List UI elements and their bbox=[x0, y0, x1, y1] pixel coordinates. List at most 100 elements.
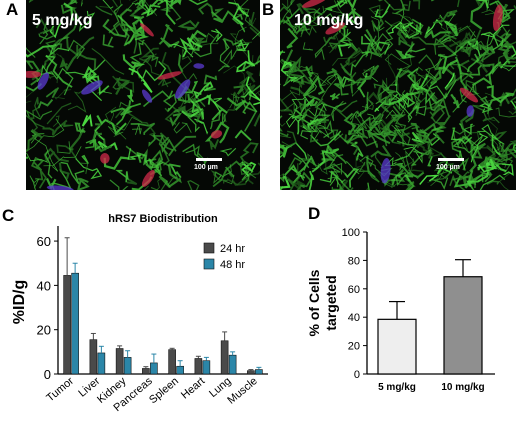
fiber-mark bbox=[319, 73, 337, 87]
fiber-mark bbox=[322, 5, 353, 24]
fiber-mark bbox=[46, 178, 57, 190]
fiber-mark bbox=[67, 86, 89, 113]
fiber-mark bbox=[183, 97, 205, 121]
fiber-mark bbox=[280, 132, 289, 138]
fiber-mark bbox=[232, 162, 260, 186]
fiber-mark bbox=[345, 7, 361, 25]
fiber-mark bbox=[400, 15, 423, 33]
fiber-mark bbox=[245, 76, 260, 106]
fiber-mark bbox=[432, 9, 458, 24]
fiber-mark bbox=[370, 145, 393, 158]
fiber-mark bbox=[75, 158, 103, 180]
bar-5mgkg bbox=[377, 318, 417, 375]
fiber-mark bbox=[173, 105, 191, 118]
fiber-mark bbox=[58, 141, 71, 154]
fiber-mark bbox=[112, 0, 119, 8]
fiber-mark bbox=[63, 2, 75, 21]
fiber-mark bbox=[415, 105, 427, 116]
fiber-mark bbox=[469, 174, 506, 190]
fiber-mark bbox=[381, 113, 406, 132]
fiber-mark bbox=[395, 49, 416, 60]
fiber-mark bbox=[327, 163, 343, 180]
fiber-mark bbox=[481, 52, 494, 63]
y-tick-label-c: 60 bbox=[37, 234, 51, 249]
fiber-mark bbox=[396, 131, 418, 155]
stain-spot bbox=[141, 169, 155, 187]
fiber-mark bbox=[28, 0, 34, 3]
cells-targeted-chart: 0 20 40 60 80 100 % of Cellstargeted 5 mg/kg 10 … bbox=[306, 227, 495, 393]
fiber-mark bbox=[169, 0, 182, 7]
fiber-mark bbox=[298, 102, 309, 124]
micrograph-image-b bbox=[280, 0, 516, 190]
fiber-mark bbox=[168, 135, 197, 157]
fiber-mark bbox=[370, 33, 394, 58]
fiber-mark bbox=[497, 52, 513, 68]
x-tick-label-c: Muscle bbox=[225, 375, 259, 407]
bar-10mgkg bbox=[443, 276, 483, 375]
fiber-mark bbox=[150, 134, 174, 155]
fiber-mark bbox=[427, 156, 433, 167]
fiber-mark bbox=[194, 37, 208, 45]
fiber-mark bbox=[377, 115, 393, 132]
fiber-mark bbox=[466, 53, 480, 73]
fiber-mark bbox=[333, 0, 346, 21]
fiber-mark bbox=[513, 4, 516, 11]
fiber-mark bbox=[150, 180, 171, 190]
fiber-mark bbox=[115, 77, 131, 96]
bar-48hr-heart bbox=[202, 360, 211, 375]
fiber-mark bbox=[483, 0, 490, 11]
fiber-mark bbox=[482, 33, 495, 55]
fiber-mark bbox=[399, 158, 414, 169]
fiber-mark bbox=[367, 182, 377, 190]
fiber-mark bbox=[281, 76, 304, 101]
fiber-mark bbox=[500, 143, 516, 159]
fiber-mark bbox=[125, 0, 143, 12]
fiber-mark bbox=[333, 83, 349, 96]
fiber-mark bbox=[374, 99, 394, 113]
fiber-mark bbox=[158, 23, 174, 45]
fiber-mark bbox=[37, 98, 54, 109]
fiber-mark bbox=[210, 169, 228, 182]
fiber-mark bbox=[400, 124, 421, 145]
fiber-mark bbox=[291, 96, 312, 118]
fiber-mark bbox=[456, 135, 477, 173]
fiber-mark bbox=[439, 53, 448, 60]
fiber-mark bbox=[305, 66, 314, 78]
fiber-mark bbox=[406, 67, 419, 89]
fiber-mark bbox=[65, 59, 106, 76]
bar-24hr-pancreas bbox=[142, 368, 150, 375]
y-tick-label-c: 20 bbox=[37, 323, 51, 338]
fiber-mark bbox=[470, 55, 489, 74]
fiber-mark bbox=[29, 106, 40, 133]
fiber-mark bbox=[233, 0, 245, 16]
fiber-mark bbox=[415, 132, 439, 144]
fiber-mark bbox=[157, 0, 167, 6]
fiber-mark bbox=[193, 33, 220, 58]
fiber-mark bbox=[375, 85, 390, 106]
fiber-mark bbox=[493, 150, 513, 166]
fiber-mark bbox=[317, 158, 328, 175]
fiber-mark bbox=[401, 84, 438, 100]
fiber-mark bbox=[504, 140, 516, 169]
y-axis-title-line2: targeted bbox=[323, 275, 339, 330]
fiber-mark bbox=[441, 23, 458, 40]
fiber-mark bbox=[150, 0, 164, 8]
bar-48hr-liver bbox=[97, 352, 106, 375]
fiber-mark bbox=[471, 61, 502, 87]
panel-letter-a: A bbox=[6, 0, 19, 19]
fiber-mark bbox=[102, 18, 129, 38]
fiber-mark bbox=[398, 37, 414, 53]
fiber-mark bbox=[97, 90, 112, 94]
fiber-mark bbox=[60, 0, 78, 15]
fiber-mark bbox=[113, 116, 143, 140]
fiber-mark bbox=[361, 33, 375, 45]
fiber-mark bbox=[501, 142, 516, 157]
fiber-mark bbox=[444, 72, 455, 89]
scale-label-a: 100 µm bbox=[194, 164, 218, 171]
fiber-mark bbox=[510, 100, 516, 110]
fiber-mark bbox=[30, 156, 44, 171]
fiber-mark bbox=[50, 35, 79, 57]
fiber-mark bbox=[402, 22, 422, 34]
fiber-mark bbox=[223, 43, 241, 62]
